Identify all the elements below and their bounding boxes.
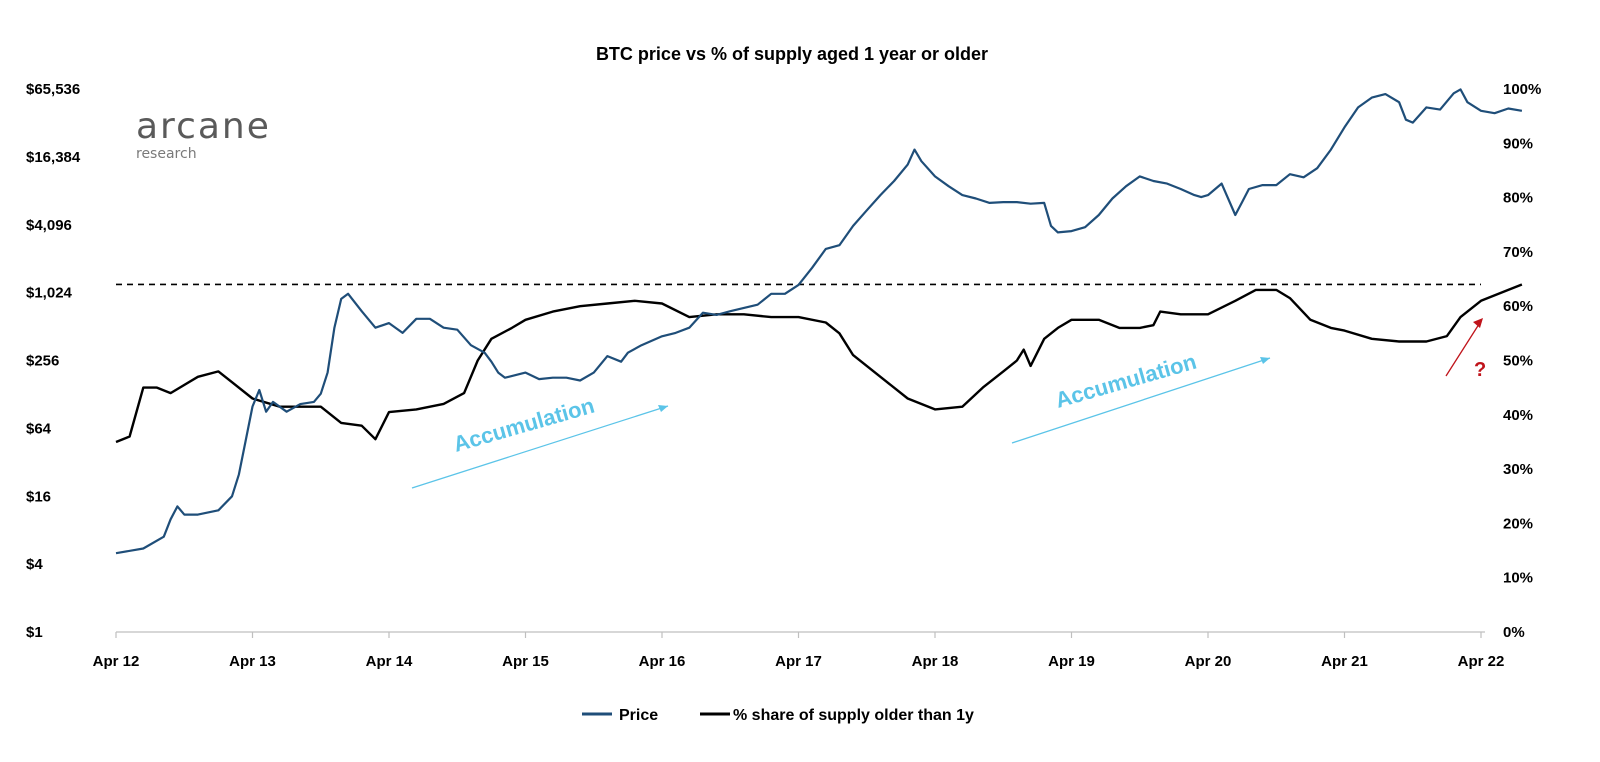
question-arrow <box>1445 320 1482 377</box>
chart-title: BTC price vs % of supply aged 1 year or … <box>596 44 988 64</box>
y-right-tick-label: 40% <box>1503 407 1533 424</box>
y-left-tick-label: $16,384 <box>26 149 81 166</box>
x-tick-label: Apr 22 <box>1458 653 1505 670</box>
y-left-tick-label: $4 <box>26 556 43 573</box>
x-tick-label: Apr 21 <box>1321 653 1368 670</box>
y-right-tick-label: 20% <box>1503 515 1533 532</box>
annotation-accumulation-2: Accumulation <box>1011 349 1271 444</box>
logo-text: arcane <box>136 106 271 147</box>
accumulation-arrow-2 <box>1011 357 1271 444</box>
y-left-tick-label: $4,096 <box>26 217 72 234</box>
y-right-tick-label: 50% <box>1503 353 1533 370</box>
x-tick-label: Apr 17 <box>775 653 822 670</box>
series-line-price <box>115 88 1523 555</box>
y-right-tick-label: 10% <box>1503 570 1533 587</box>
y-left-tick-label: $65,536 <box>26 81 80 98</box>
x-tick-label: Apr 19 <box>1048 653 1095 670</box>
arrowhead-icon <box>1473 318 1483 328</box>
y-right-tick-label: 30% <box>1503 461 1533 478</box>
y-left-tick-label: $64 <box>26 420 52 437</box>
y-right-tick-label: 90% <box>1503 135 1533 152</box>
y-right-tick-label: 70% <box>1503 244 1533 261</box>
y-right-axis: 0% 10% 20% 30% 40% 50% 60% 70% 80% 90% 100% <box>1503 81 1541 641</box>
x-tick-label: Apr 18 <box>912 653 959 670</box>
x-axis: Apr 12 Apr 13 Apr 14 Apr 15 Apr 16 Apr 17 Apr … <box>93 631 1505 670</box>
y-left-tick-label: $256 <box>26 353 59 370</box>
arrowhead-icon <box>1260 357 1270 364</box>
legend-label-price: Price <box>619 707 658 724</box>
annotation-text-1: Accumulation <box>450 393 597 457</box>
annotation-question-mark: ? <box>1474 359 1486 381</box>
y-left-tick-label: $1 <box>26 624 43 641</box>
annotation-question: ? <box>1445 318 1486 381</box>
y-left-tick-label: $1,024 <box>26 285 73 302</box>
y-right-tick-label: 100% <box>1503 81 1541 98</box>
accumulation-arrow-1 <box>411 405 669 489</box>
legend: Price % share of supply older than 1y <box>582 707 974 724</box>
annotation-text-2: Accumulation <box>1052 349 1199 413</box>
y-left-tick-label: $16 <box>26 488 51 505</box>
x-tick-label: Apr 13 <box>229 653 276 670</box>
y-right-tick-label: 0% <box>1503 624 1525 641</box>
legend-label-supply-share: % share of supply older than 1y <box>733 707 974 724</box>
arrowhead-icon <box>658 405 668 412</box>
logo: arcane research <box>136 106 271 162</box>
y-right-tick-label: 80% <box>1503 190 1533 207</box>
x-tick-label: Apr 15 <box>502 653 549 670</box>
annotation-accumulation-1: Accumulation <box>411 393 669 489</box>
x-tick-label: Apr 20 <box>1185 653 1232 670</box>
x-tick-label: Apr 14 <box>366 653 413 670</box>
series-line-supply-share <box>115 283 1523 444</box>
logo-subtext: research <box>136 146 197 162</box>
x-tick-label: Apr 16 <box>639 653 686 670</box>
x-tick-label: Apr 12 <box>93 653 140 670</box>
y-left-axis: $1 $4 $16 $64 $256 $1,024 $4,096 $16,384 $65,536 <box>26 81 81 641</box>
y-right-tick-label: 60% <box>1503 298 1533 315</box>
